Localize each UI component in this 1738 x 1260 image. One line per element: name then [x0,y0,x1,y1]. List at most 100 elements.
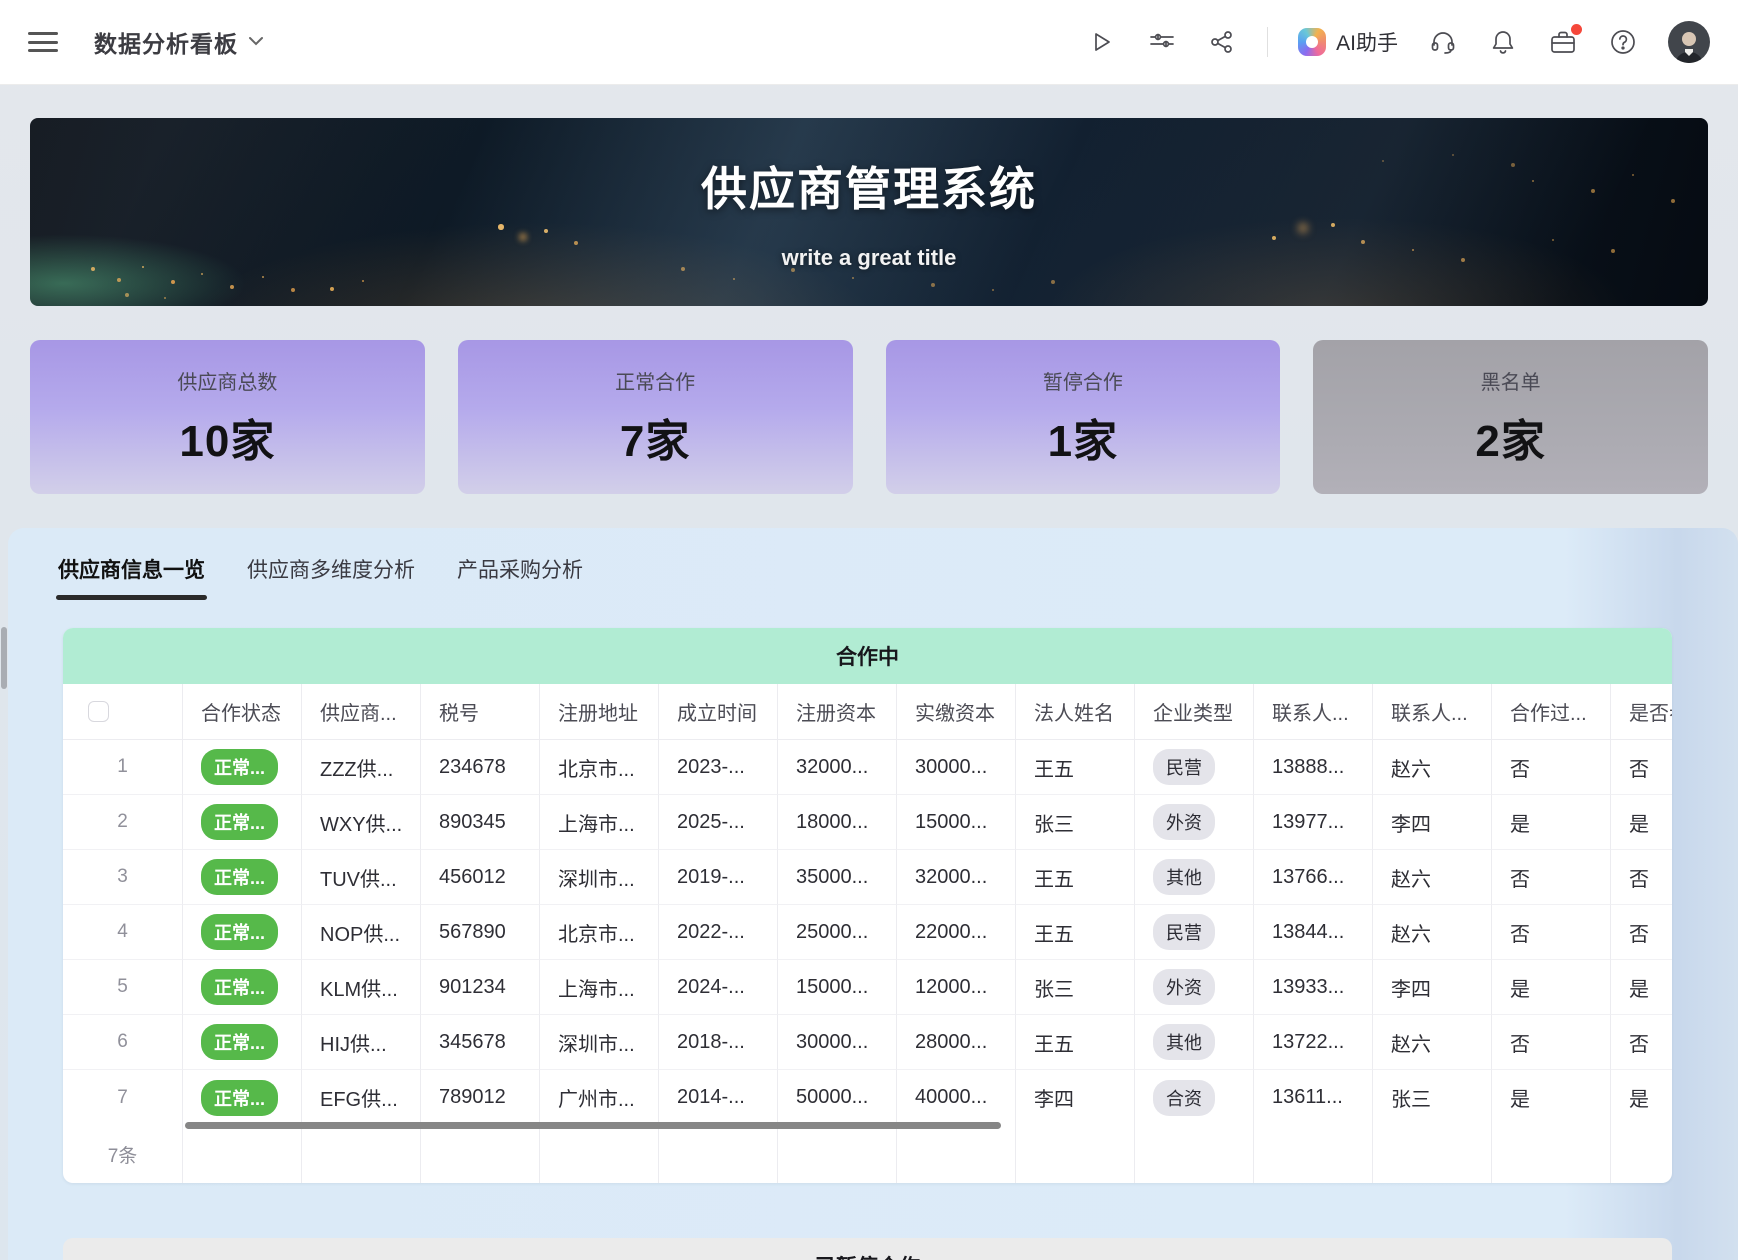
status-cell: 正常... [183,1070,302,1125]
tab-supplier-overview[interactable]: 供应商信息一览 [56,548,207,600]
table-cell: TUV供... [302,850,421,905]
table-cell: WXY供... [302,795,421,850]
table-cell: 13722... [1254,1015,1373,1070]
share-icon[interactable] [1207,27,1237,57]
table-cell: 25000... [778,905,897,960]
row-number: 1 [63,740,183,795]
table-row[interactable]: 3 正常... TUV供... 456012 深圳市... 2019-... 35000..… [63,850,1672,905]
table-cell: 是 [1492,960,1611,1015]
status-badge: 正常... [201,969,279,1005]
menu-icon[interactable] [28,32,58,52]
footer-cell [1135,1125,1254,1183]
row-number: 6 [63,1015,183,1070]
row-number: 7 [63,1070,183,1125]
status-badge: 正常... [201,804,279,840]
table-cell: 13888... [1254,740,1373,795]
table-cell: 深圳市... [540,850,659,905]
table-cell: 15000... [897,795,1016,850]
play-icon[interactable] [1087,27,1117,57]
row-number: 2 [63,795,183,850]
hero-subtitle: write a great title [781,245,957,270]
status-cell: 正常... [183,795,302,850]
footer-cell [778,1125,897,1183]
cooperating-suppliers-table: 合作中 合作状态 供应商... 税号 注册地址 成立时间 注册资本 实缴资本 法人姓名 企业类型… [63,628,1672,1183]
table-cell: 456012 [421,850,540,905]
table-header-row: 合作状态 供应商... 税号 注册地址 成立时间 注册资本 实缴资本 法人姓名 企业类型 联系人.… [63,684,1672,740]
table-row[interactable]: 6 正常... HIJ供... 345678 深圳市... 2018-... 30000..… [63,1015,1672,1070]
footer-cell [302,1125,421,1183]
table-cell: 40000... [897,1070,1016,1125]
column-header: 税号 [421,684,540,740]
stat-card-paused-cooperation: 暂停合作 1家 [885,340,1281,494]
headset-icon[interactable] [1428,27,1458,57]
page-scrollbar[interactable] [1,627,7,689]
company-type-cell: 外资 [1135,795,1254,850]
status-cell: 正常... [183,905,302,960]
table-cell: 王五 [1016,740,1135,795]
table-cell: 32000... [897,850,1016,905]
table-row[interactable]: 4 正常... NOP供... 567890 北京市... 2022-... 25000..… [63,905,1672,960]
table-cell: 否 [1492,905,1611,960]
column-header: 实缴资本 [897,684,1016,740]
table-cell: 是 [1611,795,1672,850]
filter-settings-icon[interactable] [1147,27,1177,57]
hero-banner: 供应商管理系统 write a great title [30,118,1708,306]
table-cell: 32000... [778,740,897,795]
table-row[interactable]: 1 正常... ZZZ供... 234678 北京市... 2023-... 32000..… [63,740,1672,795]
table-cell: 王五 [1016,850,1135,905]
table-cell: 789012 [421,1070,540,1125]
table-cell: 2024-... [659,960,778,1015]
table-cell: 王五 [1016,1015,1135,1070]
briefcase-icon[interactable] [1548,24,1582,57]
page-title: 数据分析看板 [94,31,238,57]
bell-icon[interactable] [1488,27,1518,57]
table-cell: 否 [1611,850,1672,905]
row-number: 4 [63,905,183,960]
table-cell: 30000... [897,740,1016,795]
column-header: 是否参 [1611,684,1672,740]
select-all-checkbox[interactable] [88,701,109,722]
company-type-cell: 民营 [1135,740,1254,795]
stat-card-blacklist: 黑名单 2家 [1313,340,1708,494]
footer-cell [183,1125,302,1183]
company-type-badge: 其他 [1153,859,1215,895]
table-cell: 否 [1611,905,1672,960]
toolbar-divider [1267,27,1269,57]
ai-assistant-button[interactable]: AI助手 [1298,27,1398,57]
tab-supplier-analysis[interactable]: 供应商多维度分析 [247,559,415,582]
table-cell: 是 [1611,1070,1672,1125]
table-row[interactable]: 7 正常... EFG供... 789012 广州市... 2014-... 50000..… [63,1070,1672,1125]
company-type-cell: 其他 [1135,850,1254,905]
select-all-header-cell [63,684,183,740]
stat-value: 2家 [1475,416,1546,466]
column-header: 成立时间 [659,684,778,740]
table-row[interactable]: 2 正常... WXY供... 890345 上海市... 2025-... 18000..… [63,795,1672,850]
footer-cell [1016,1125,1135,1183]
table-cell: 北京市... [540,740,659,795]
table-cell: HIJ供... [302,1015,421,1070]
table-cell: 是 [1611,960,1672,1015]
tab-procurement-analysis[interactable]: 产品采购分析 [457,559,583,582]
company-type-badge: 民营 [1153,749,1215,785]
table-cell: 2019-... [659,850,778,905]
table-cell: 张三 [1016,795,1135,850]
table-cell: 广州市... [540,1070,659,1125]
status-cell: 正常... [183,1015,302,1070]
table-cell: 2022-... [659,905,778,960]
table-cell: 否 [1611,740,1672,795]
footer-cell [897,1125,1016,1183]
table-cell: 王五 [1016,905,1135,960]
company-type-badge: 外资 [1153,804,1215,840]
column-header: 法人姓名 [1016,684,1135,740]
chevron-down-icon[interactable] [248,34,264,50]
help-icon[interactable] [1608,27,1638,57]
table-cell: 2014-... [659,1070,778,1125]
row-number: 5 [63,960,183,1015]
table-cell: 2023-... [659,740,778,795]
table-cell: 北京市... [540,905,659,960]
table-row[interactable]: 5 正常... KLM供... 901234 上海市... 2024-... 15000..… [63,960,1672,1015]
horizontal-scrollbar[interactable] [185,1122,1001,1129]
table-footer-row: 7条 [63,1125,1672,1183]
column-header: 企业类型 [1135,684,1254,740]
avatar[interactable] [1668,21,1710,63]
